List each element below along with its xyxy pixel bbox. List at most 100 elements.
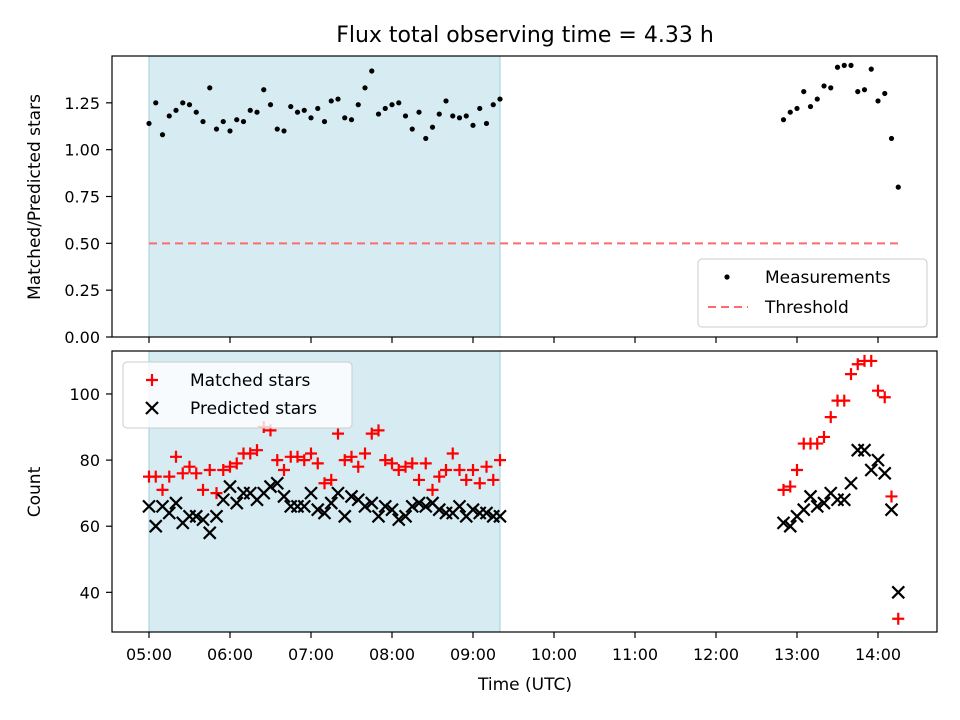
predicted-star-point	[317, 506, 332, 520]
measurement-point	[288, 103, 294, 110]
predicted-star-point	[803, 489, 818, 504]
bottom-x-tick-label: 09:00	[450, 645, 496, 664]
bottom-y-axis: 40 60 80 100	[69, 385, 112, 602]
measurement-point	[463, 113, 469, 119]
bottom-y-tick-label: 60	[80, 517, 100, 536]
matched-star-point	[386, 457, 398, 470]
top-shaded-span	[148, 55, 501, 338]
matched-star-point	[217, 464, 230, 477]
matched-star-point	[305, 447, 317, 460]
measurement-point	[855, 88, 861, 95]
predicted-star-point	[331, 486, 345, 500]
top-legend: Measurements Threshold	[697, 258, 928, 328]
measurement-point	[801, 88, 807, 95]
predicted-star-point	[310, 502, 325, 517]
measurement-point	[342, 115, 348, 121]
top-y-tick-label: 0.25	[64, 281, 100, 300]
bottom-x-tick-label: 07:00	[288, 645, 334, 664]
measurement-point	[166, 113, 172, 119]
matched-star-point	[325, 473, 338, 486]
matched-star-point	[885, 490, 898, 503]
measurement-point	[281, 128, 287, 134]
legend-measurements-label: Measurements	[765, 268, 891, 288]
measurement-point	[200, 118, 206, 125]
measurement-point	[153, 100, 159, 106]
predicted-star-point	[148, 519, 163, 533]
measurement-point	[396, 100, 402, 106]
predicted-star-point	[324, 496, 339, 510]
measurement-point	[389, 102, 395, 108]
predicted-star-point	[817, 496, 831, 510]
measurement-point	[882, 90, 888, 97]
matched-star-point	[838, 394, 851, 407]
measurement-point	[807, 103, 814, 110]
bottom-y-axis-label: Count	[25, 466, 45, 517]
measurement-point	[483, 120, 490, 127]
predicted-star-point	[169, 496, 183, 510]
matched-star-point	[372, 424, 385, 437]
measurement-point	[875, 98, 881, 104]
measurement-point	[328, 98, 334, 104]
legend-measurements-marker	[724, 274, 730, 280]
measurement-point	[814, 96, 820, 102]
legend-threshold-label: Threshold	[764, 298, 849, 318]
matched-star-point	[845, 368, 857, 381]
chart-title: Flux total observing time = 4.33 h	[336, 23, 714, 48]
matched-star-point	[271, 454, 284, 467]
measurement-point	[861, 87, 868, 93]
matched-star-point	[332, 427, 344, 440]
matched-star-point	[230, 457, 243, 470]
matched-stars-series	[143, 354, 905, 625]
predicted-star-point	[223, 479, 237, 494]
measurement-point	[821, 83, 827, 89]
matched-star-point	[494, 454, 506, 467]
measurement-point	[227, 128, 233, 134]
matched-star-point	[170, 450, 182, 463]
measurement-point	[477, 105, 483, 112]
matched-star-point	[865, 354, 878, 367]
predicted-star-point	[810, 499, 825, 514]
measurement-point	[294, 109, 301, 115]
matched-star-point	[190, 467, 203, 480]
matched-star-point	[392, 464, 405, 477]
measurement-point	[402, 113, 409, 119]
predicted-star-point	[412, 496, 426, 510]
measurement-point	[193, 109, 199, 115]
matched-star-point	[359, 447, 371, 460]
bottom-x-tick-label: 10:00	[531, 645, 577, 664]
matched-star-point	[487, 473, 500, 486]
predicted-star-point	[452, 499, 467, 514]
bottom-x-tick-label: 08:00	[369, 645, 415, 664]
top-legend-box	[697, 258, 928, 328]
bottom-legend-box	[122, 361, 353, 429]
matched-star-point	[318, 477, 331, 490]
matched-star-point	[224, 460, 236, 473]
predicted-star-point	[385, 502, 399, 517]
predicted-star-point	[418, 499, 433, 514]
measurement-point	[456, 115, 463, 121]
top-y-axis: 0.00 0.25 0.50 0.75 1.00 1.25	[64, 94, 112, 347]
measurement-point	[207, 85, 213, 91]
matched-star-point	[163, 470, 176, 483]
bottom-legend: Matched stars Predicted stars	[122, 361, 353, 429]
predicted-star-point	[796, 502, 811, 517]
top-y-tick-label: 0.00	[64, 328, 100, 347]
matched-star-point	[480, 460, 493, 473]
matched-star-point	[777, 483, 790, 496]
predicted-star-point	[837, 492, 852, 507]
predicted-star-point	[783, 519, 798, 533]
bottom-x-tick-label: 05:00	[126, 645, 172, 664]
predicted-star-point	[344, 489, 359, 504]
matched-star-point	[818, 430, 830, 443]
matched-star-point	[399, 460, 412, 473]
measurement-point	[308, 115, 314, 121]
predicted-star-point	[263, 479, 278, 494]
measurement-point	[423, 135, 429, 142]
predicted-star-point	[162, 506, 177, 520]
measurement-point	[315, 105, 321, 112]
measurement-point	[429, 124, 436, 130]
measurement-point	[240, 118, 247, 125]
bottom-x-tick-label: 06:00	[207, 645, 253, 664]
matched-star-point	[338, 454, 351, 467]
